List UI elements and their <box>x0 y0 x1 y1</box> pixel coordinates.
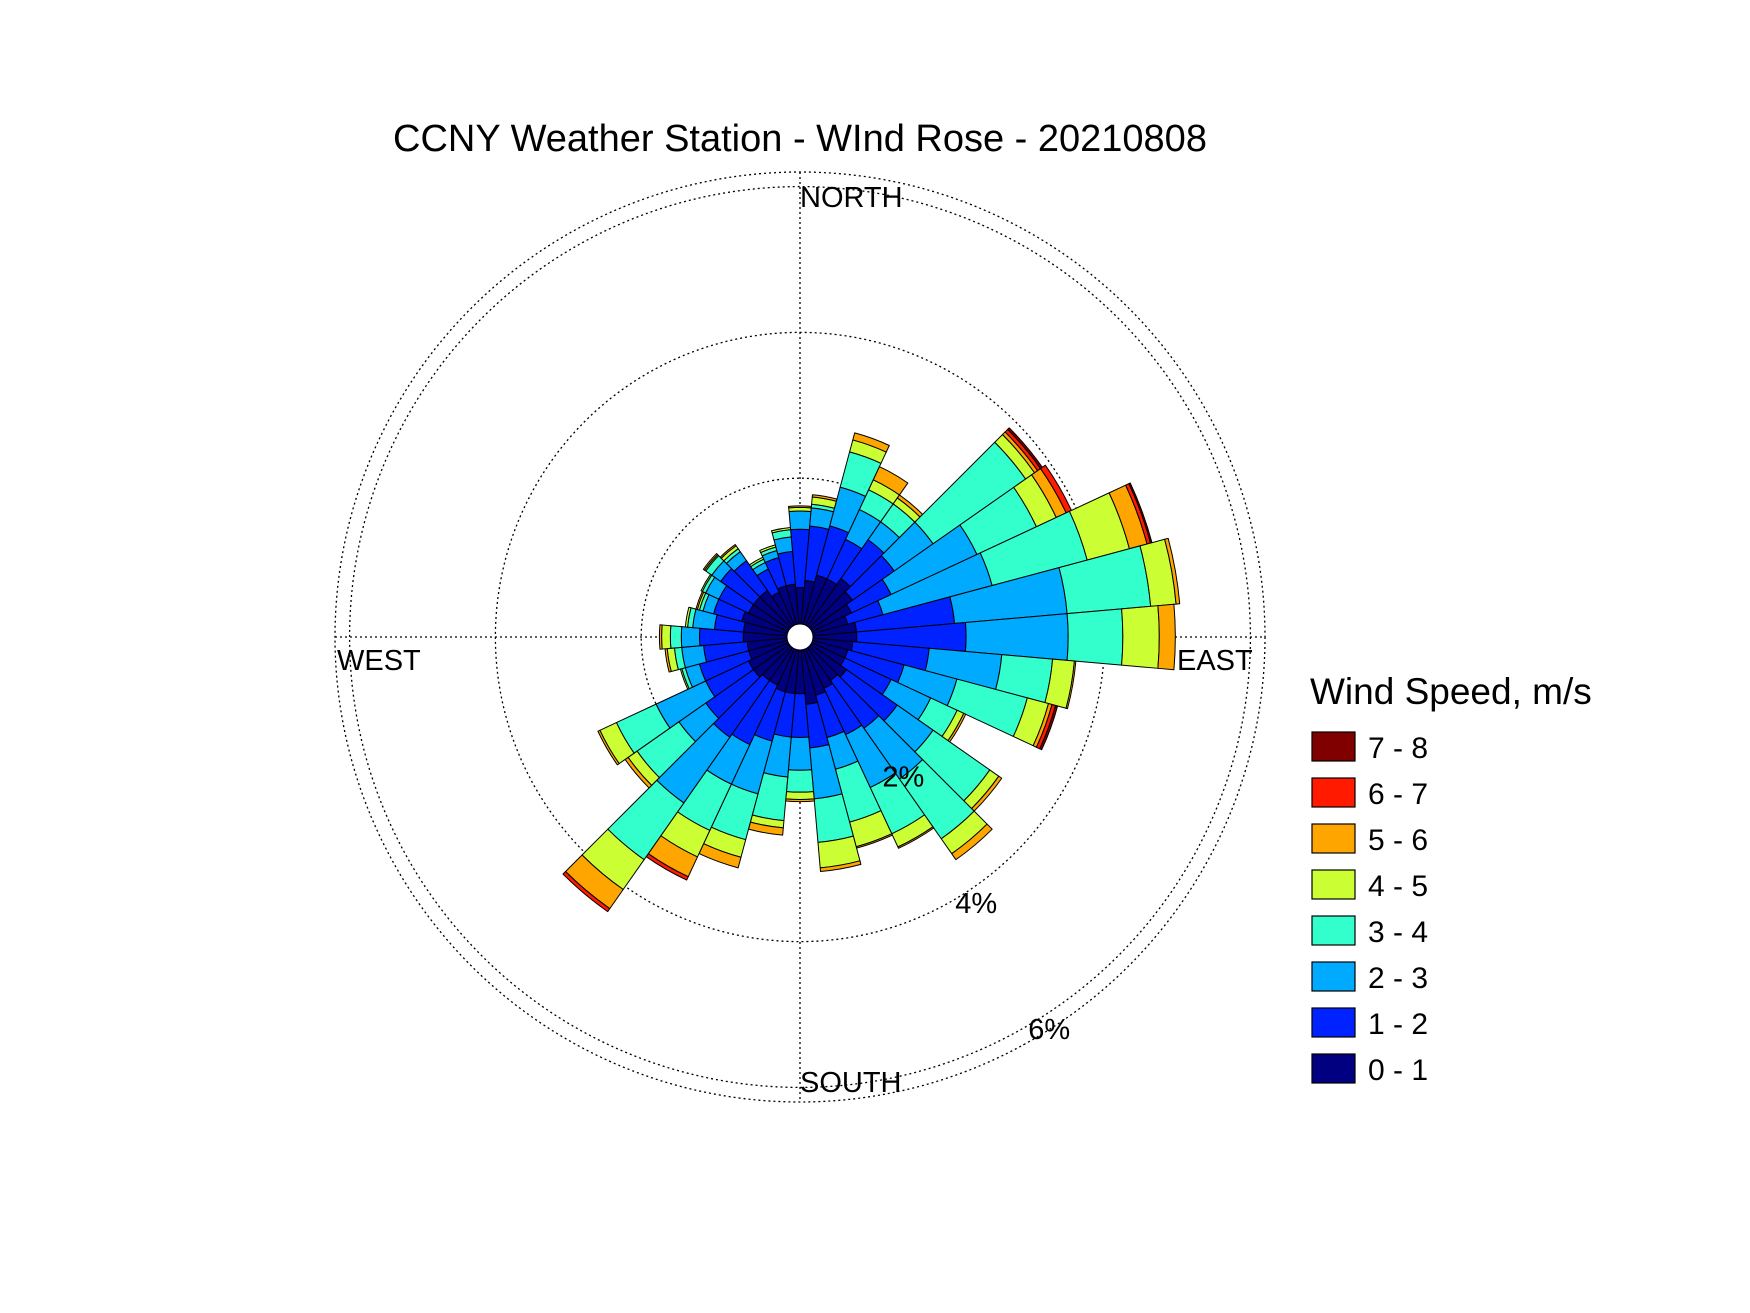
wedge-270deg-bin-5-6 <box>658 624 663 650</box>
wind-rose-bars <box>562 427 1181 913</box>
compass-north-label: NORTH <box>800 182 903 214</box>
wedge-20deg-bin-5-6 <box>852 432 890 453</box>
legend-label-3-4: 3 - 4 <box>1368 916 1428 949</box>
wedge-180deg-bin-2-3 <box>787 736 813 771</box>
legend-swatch-7-8 <box>1311 731 1356 762</box>
legend-swatch-0-1 <box>1311 1053 1356 1084</box>
wedge-30deg-bin-5-6 <box>872 466 909 496</box>
wedge-90deg-bin-5-6 <box>1157 603 1176 671</box>
legend-swatch-2-3 <box>1311 961 1356 992</box>
legend-label-1-2: 1 - 2 <box>1368 1008 1428 1041</box>
legend-label-7-8: 7 - 8 <box>1368 732 1428 765</box>
wedge-280deg-bin-4-5 <box>684 606 692 628</box>
wedge-90deg-bin-4-5 <box>1121 605 1160 669</box>
wedge-0deg-bin-2-3 <box>788 510 812 531</box>
legend-label-0-1: 0 - 1 <box>1368 1054 1428 1087</box>
wedge-270deg-bin-4-5 <box>661 624 672 650</box>
wedge-150deg-bin-5-6 <box>897 826 935 849</box>
legend-label-5-6: 5 - 6 <box>1368 824 1428 857</box>
wedge-220deg-bin-6-7 <box>562 870 611 913</box>
center-hole <box>786 623 814 651</box>
wedge-350deg-bin-4-5 <box>771 526 792 534</box>
compass-east-label: EAST <box>1177 645 1253 677</box>
wedge-180deg-bin-4-5 <box>785 791 815 800</box>
wedge-80deg-bin-5-6 <box>1164 537 1181 605</box>
wedge-240deg-bin-5-6 <box>597 729 620 766</box>
wedge-180deg-bin-3-4 <box>785 769 815 793</box>
legend-title: Wind Speed, m/s <box>1310 671 1592 712</box>
wedge-270deg-bin-3-4 <box>669 625 683 649</box>
legend-swatch-6-7 <box>1311 777 1356 808</box>
legend-swatch-1-2 <box>1311 1007 1356 1038</box>
grid-ring-outer <box>334 171 1266 1103</box>
grid-ring-6pct <box>348 185 1252 1089</box>
legend-label-6-7: 6 - 7 <box>1368 778 1428 811</box>
legend-label-2-3: 2 - 3 <box>1368 962 1428 995</box>
ring-label-6pct: 6% <box>1028 1014 1070 1046</box>
compass-west-label: WEST <box>337 645 421 677</box>
wedge-270deg-bin-2-3 <box>680 626 701 648</box>
legend-label-4-5: 4 - 5 <box>1368 870 1428 903</box>
wedge-90deg-bin-3-4 <box>1066 608 1124 666</box>
wedge-0deg-bin-5-6 <box>788 505 812 509</box>
ring-labels: 2% 4% 6% <box>882 762 1070 1047</box>
chart-title: CCNY Weather Station - WInd Rose - 20210… <box>393 118 1207 160</box>
wedge-320deg-bin-5-6 <box>719 544 737 559</box>
legend: Wind Speed, m/s 7 - 8 6 - 7 5 - 6 4 - 5 3 - … <box>1310 671 1592 1087</box>
compass-south-label: SOUTH <box>800 1067 902 1099</box>
legend-swatch-5-6 <box>1311 823 1356 854</box>
wedge-140deg-bin-5-6 <box>951 823 993 861</box>
wedge-180deg-bin-5-6 <box>785 798 815 803</box>
legend-swatch-3-4 <box>1311 915 1356 946</box>
wedge-170deg-bin-5-6 <box>819 860 862 872</box>
ring-label-4pct: 4% <box>955 888 997 920</box>
wedge-310deg-bin-5-6 <box>702 553 719 571</box>
ring-label-2pct: 2% <box>882 762 924 794</box>
wedge-110deg-bin-7-8 <box>1039 704 1059 751</box>
wedge-100deg-bin-5-6 <box>1065 660 1077 710</box>
legend-swatch-4-5 <box>1311 869 1356 900</box>
